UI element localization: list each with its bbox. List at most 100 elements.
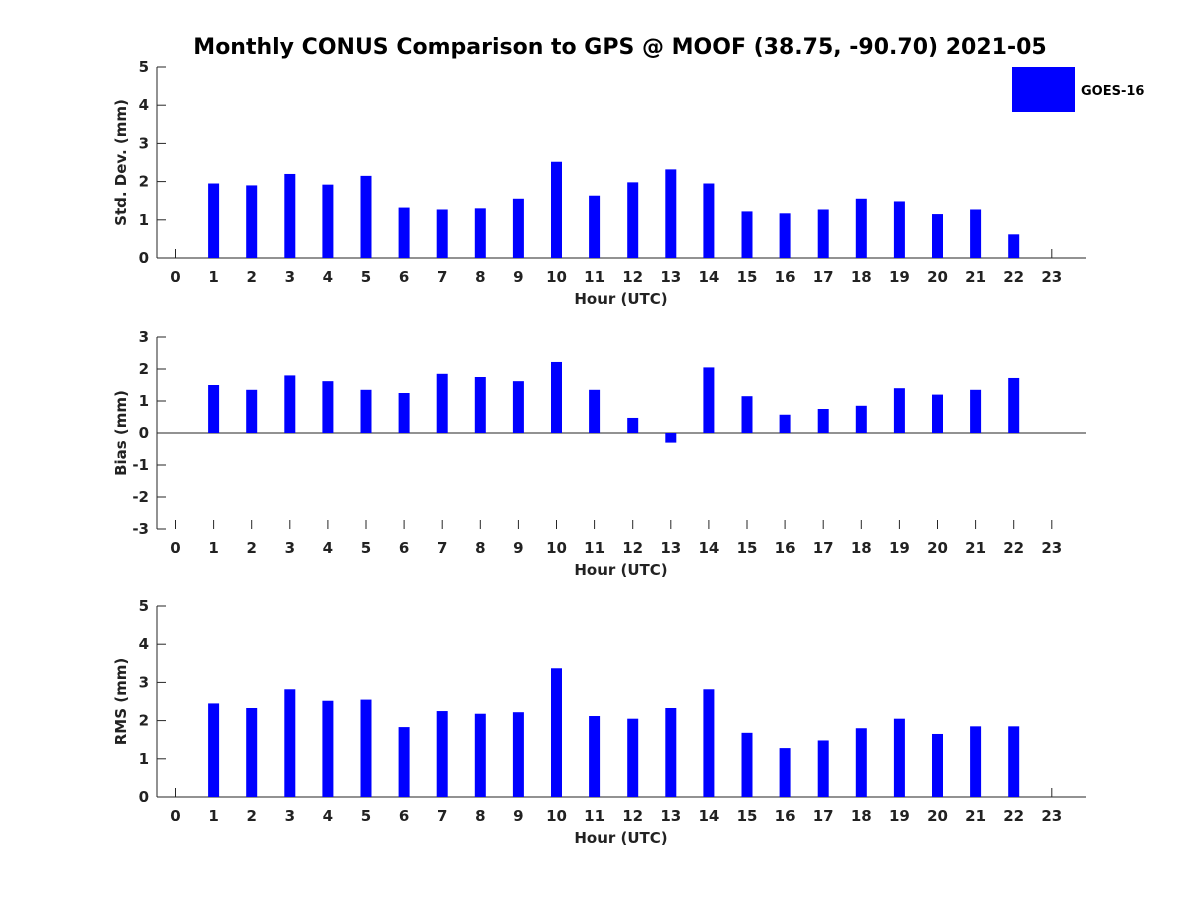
panel3-bar [893,718,905,797]
panel2-y-tick-label: 3 [139,328,149,346]
panel2-y-axis-label: Bias (mm) [112,390,130,476]
panel2-bar [551,361,562,433]
panel1-x-tick-label: 8 [475,268,485,286]
panel3-bar [589,716,601,797]
panel1-bar [208,183,220,258]
panel3-x-tick-label: 8 [475,807,485,825]
panel2-bar [703,367,715,433]
panel3-x-tick-label: 2 [246,807,256,825]
panel1-y-tick-label: 4 [139,96,149,114]
panel3-bar [436,711,448,797]
panel1-bar [1008,234,1020,258]
panel1-x-tick-label: 23 [1041,268,1062,286]
panel3-x-tick-label: 9 [513,807,523,825]
panel3-x-tick-label: 14 [698,807,719,825]
panel2-bar [474,377,486,433]
panel1-x-tick-label: 11 [584,268,605,286]
panel3-y-tick-label: 3 [139,673,149,691]
panel3-bar [512,712,524,797]
panel3-bar [741,732,753,797]
panel2-x-tick-label: 6 [399,539,409,557]
panel2-x-tick-label: 9 [513,539,523,557]
panel1-x-tick-label: 2 [246,268,256,286]
panel1-x-tick-label: 10 [546,268,567,286]
panel2-x-tick-label: 22 [1003,539,1024,557]
panel2-bar [512,381,524,433]
panel2-bar [855,405,867,433]
panel3-x-tick-label: 10 [546,807,567,825]
panel3-x-tick-label: 4 [323,807,333,825]
panel1-y-tick-label: 0 [139,249,149,267]
panel3-bar [1008,726,1020,797]
panel1-x-tick-label: 3 [285,268,295,286]
panel3-bar [398,727,410,797]
panel1-bar [360,175,372,258]
panel1-x-tick-label: 7 [437,268,447,286]
panel1-bar [703,183,715,258]
panel1-x-tick-label: 19 [889,268,910,286]
panel1-y-tick-label: 2 [139,173,149,191]
panel2-x-tick-label: 10 [546,539,567,557]
panel1-x-tick-label: 22 [1003,268,1024,286]
panel3-x-tick-label: 11 [584,807,605,825]
panel3-bar [932,733,943,797]
panel2-x-tick-label: 8 [475,539,485,557]
panel3-bar [322,700,334,797]
panel2-y-tick-label: 0 [139,424,149,442]
panel2-x-tick-label: 13 [660,539,681,557]
panel2-bar [1008,377,1020,433]
panel2-x-tick-label: 19 [889,539,910,557]
panel1-x-tick-label: 15 [737,268,758,286]
panel3-x-axis-label: Hour (UTC) [574,829,667,847]
panel3-x-tick-label: 16 [775,807,796,825]
panel3-bar [627,718,639,797]
panel2-x-tick-label: 23 [1041,539,1062,557]
panel1-x-tick-label: 0 [170,268,180,286]
panel1-bar [893,201,905,258]
panel2-bar [398,393,410,433]
panel2-bar [436,373,448,433]
panel2-x-tick-label: 1 [208,539,218,557]
panel2-x-tick-label: 14 [698,539,719,557]
panel3-bar [246,707,258,797]
panel3-y-axis-label: RMS (mm) [112,658,130,745]
panel3-bar [970,726,982,797]
panel1-x-tick-label: 4 [323,268,333,286]
panel3-x-tick-label: 6 [399,807,409,825]
panel3-bar [703,689,715,797]
panel2-bar [817,409,829,433]
panel2-x-tick-label: 0 [170,539,180,557]
panel1-x-tick-label: 13 [660,268,681,286]
panel2-bar [246,389,258,433]
panel3-x-tick-label: 17 [813,807,834,825]
panel1-bar [970,209,982,258]
panel1-y-tick-label: 3 [139,134,149,152]
panel1-bar [589,195,601,258]
panel2-bar [893,388,905,433]
panel2-x-tick-label: 5 [361,539,371,557]
panel1-x-tick-label: 20 [927,268,948,286]
panel2-x-tick-label: 15 [737,539,758,557]
panel1-y-axis-label: Std. Dev. (mm) [112,99,130,226]
panel1-bar [246,185,258,258]
panel2-x-tick-label: 4 [323,539,333,557]
panel1-x-tick-label: 17 [813,268,834,286]
panel1-bar [398,207,410,258]
panel2-bar [779,414,791,433]
panel2-bar [360,389,372,433]
chart-title: Monthly CONUS Comparison to GPS @ MOOF (… [193,35,1046,60]
panel1-bar [512,198,524,258]
panel3-bar [360,699,372,797]
panel3-bar [855,728,867,797]
panel3-x-tick-label: 0 [170,807,180,825]
panel2-x-axis-label: Hour (UTC) [574,561,667,579]
panel3-y-tick-label: 4 [139,635,149,653]
panel3-x-tick-label: 5 [361,807,371,825]
panel3-x-tick-label: 22 [1003,807,1024,825]
panel1-bar [817,209,829,258]
panel3-x-tick-label: 7 [437,807,447,825]
panel1-x-tick-label: 9 [513,268,523,286]
panel2-x-tick-label: 3 [285,539,295,557]
panel1-bar [932,214,943,258]
